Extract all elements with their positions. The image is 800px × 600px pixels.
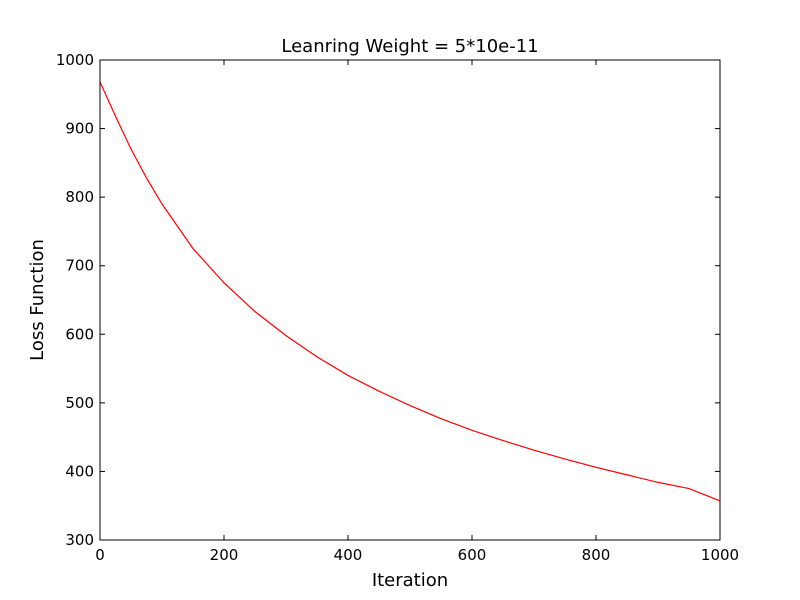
y-tick-label: 900 [65,120,94,138]
x-tick-label: 400 [334,546,363,564]
y-axis-ticks: 300 400 500 600 700 800 900 1000 [56,51,720,549]
y-tick-label: 300 [65,531,94,549]
series-line [99,81,721,502]
x-tick-label: 600 [458,546,487,564]
x-axis-label: Iteration [372,570,448,591]
y-tick-label: 500 [65,394,94,412]
x-tick-label: 0 [95,546,105,564]
y-tick-label: 600 [65,325,94,343]
y-tick-label: 700 [65,257,94,275]
y-tick-label: 800 [65,188,94,206]
x-tick-label: 1000 [701,546,739,564]
plot-area: 0 200 400 600 800 1000 300 400 500 600 700 800 900 1… [56,51,739,564]
x-tick-label: 800 [582,546,611,564]
chart-title: Leanring Weight = 5*10e-11 [281,36,538,57]
plot-frame [99,59,721,541]
y-tick-label: 400 [65,462,94,480]
x-tick-label: 200 [210,546,239,564]
y-tick-label: 1000 [56,51,94,69]
x-axis-ticks: 0 200 400 600 800 1000 [95,60,739,564]
series-layer [99,81,721,502]
y-axis-label: Loss Function [27,239,48,361]
